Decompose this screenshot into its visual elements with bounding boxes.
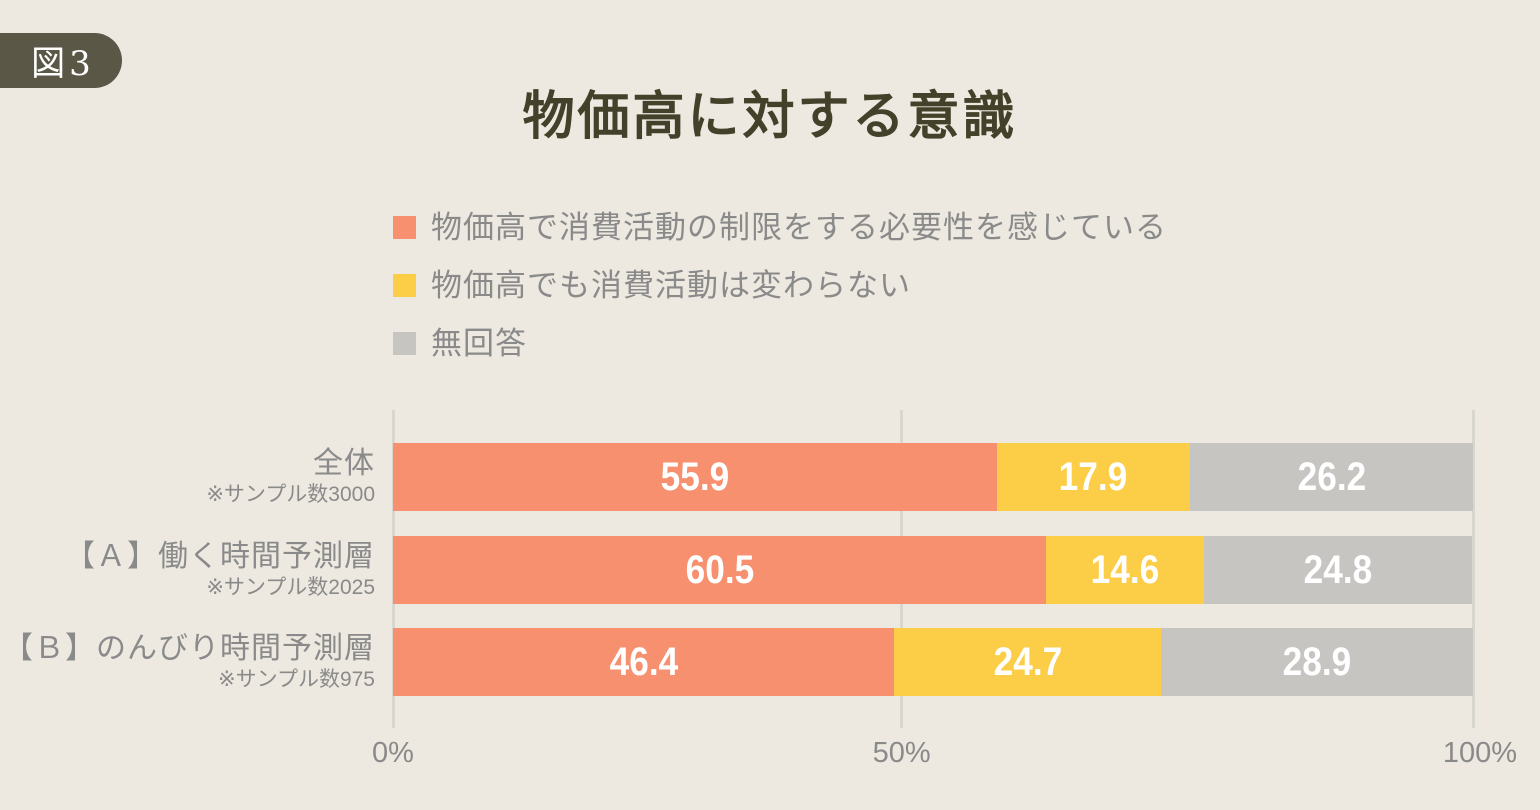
legend-label: 無回答 — [431, 326, 527, 361]
plot-area: 55.9 17.9 26.2 60.5 14.6 24.8 46.4 24.7 28.9 — [391, 408, 1475, 728]
x-tick-label: 100% — [1442, 737, 1518, 769]
bar-segment: 17.9 — [996, 443, 1191, 511]
legend-item: 物価高で消費活動の制限をする必要性を感じている — [393, 212, 1167, 243]
bar-segment: 14.6 — [1046, 536, 1205, 604]
category-name: 全体 — [313, 447, 375, 481]
legend-swatch-icon — [393, 274, 416, 297]
bar-segment: 24.7 — [894, 628, 1161, 696]
category-sample-note: ※サンプル数2025 — [206, 575, 375, 599]
bar-segment: 60.5 — [393, 536, 1047, 604]
bar-row: 60.5 14.6 24.8 — [393, 536, 1473, 604]
legend-label: 物価高で消費活動の制限をする必要性を感じている — [431, 210, 1167, 245]
category-name: 【Ｂ】のんびり時間予測層 — [3, 632, 375, 666]
category-sample-note: ※サンプル数975 — [217, 667, 375, 691]
x-tick-label: 50% — [872, 737, 931, 769]
bar-segment: 26.2 — [1190, 443, 1473, 511]
bar-row: 46.4 24.7 28.9 — [393, 628, 1473, 696]
bar-value-label: 24.8 — [1303, 548, 1373, 592]
legend-swatch-icon — [393, 216, 416, 239]
bar-row: 55.9 17.9 26.2 — [393, 443, 1473, 511]
legend-label: 物価高でも消費活動は変わらない — [431, 268, 911, 303]
bar-value-label: 24.7 — [993, 640, 1062, 684]
category-label: 【Ａ】働く時間予測層 ※サンプル数2025 — [0, 536, 375, 604]
category-label: 【Ｂ】のんびり時間予測層 ※サンプル数975 — [0, 628, 375, 696]
x-tick-label: 0% — [372, 737, 414, 769]
figure-number-label: 図3 — [31, 44, 95, 84]
bar-segment: 46.4 — [393, 628, 895, 696]
bar-value-label: 28.9 — [1282, 640, 1352, 684]
axis-gridline — [1471, 410, 1475, 728]
bar-segment: 55.9 — [393, 443, 997, 511]
legend-item: 物価高でも消費活動は変わらない — [393, 270, 1167, 301]
figure-number-badge: 図3 — [0, 33, 122, 88]
bar-value-label: 14.6 — [1090, 548, 1160, 592]
bar-segment: 28.9 — [1160, 628, 1473, 696]
legend-swatch-icon — [393, 332, 416, 355]
category-name: 【Ａ】働く時間予測層 — [65, 540, 375, 574]
category-sample-note: ※サンプル数3000 — [206, 482, 375, 506]
bar-value-label: 55.9 — [660, 455, 730, 499]
bar-segment: 24.8 — [1204, 536, 1472, 604]
category-label: 全体 ※サンプル数3000 — [0, 443, 375, 511]
bar-value-label: 26.2 — [1297, 455, 1366, 499]
bar-value-label: 60.5 — [685, 548, 754, 592]
legend-item: 無回答 — [393, 328, 1167, 359]
bar-value-label: 46.4 — [609, 640, 678, 684]
legend: 物価高で消費活動の制限をする必要性を感じている 物価高でも消費活動は変わらない 無回… — [393, 212, 1167, 359]
bar-value-label: 17.9 — [1059, 455, 1128, 499]
chart-title: 物価高に対する意識 — [522, 88, 1018, 146]
